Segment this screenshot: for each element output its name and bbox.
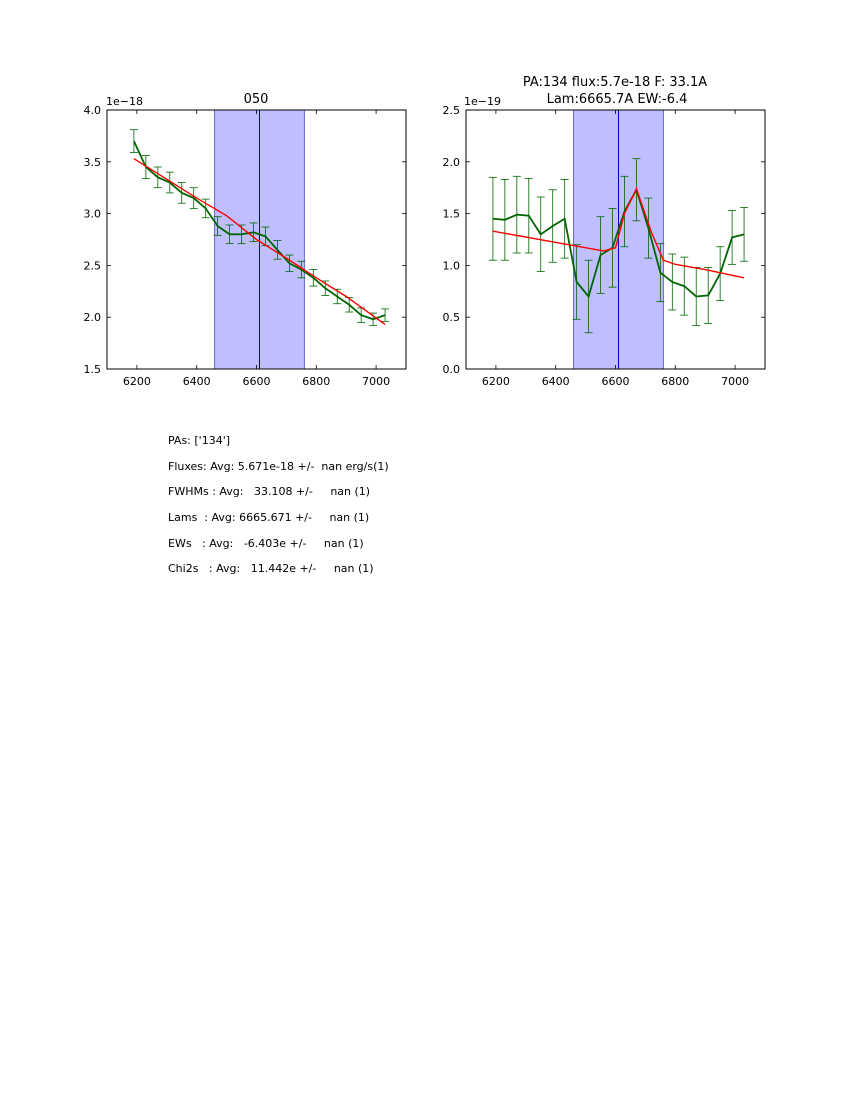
left-spectrum-plot: 050 1e−18 6200 6400 6600 6800 7000 1.5 2.0 2.5 3… [84, 92, 407, 388]
stat-chi2s: Chi2s : Avg: 11.442e +/- nan (1) [168, 562, 374, 576]
stat-fluxes: Fluxes: Avg: 5.671e-18 +/- nan erg/s(1) [168, 459, 389, 473]
stat-lams: Lams : Avg: 6665.671 +/- nan (1) [168, 511, 370, 525]
left-plot-offset-label: 1e−18 [106, 95, 143, 108]
y-tick-label: 4.0 [84, 104, 102, 117]
left-model-fit-line [133, 158, 386, 326]
right-data-series-line [492, 187, 745, 299]
y-tick-label: 0.0 [443, 363, 461, 376]
x-tick-label: 7000 [362, 375, 390, 388]
right-plot-title-line1: PA:134 flux:5.7e-18 F: 33.1A [523, 75, 707, 90]
y-tick-label: 2.5 [443, 104, 461, 117]
right-spectrum-plot: PA:134 flux:5.7e-18 F: 33.1A Lam:6665.7A… [443, 75, 766, 388]
stat-pas: PAs: ['134'] [168, 434, 231, 447]
x-tick-label: 6600 [243, 375, 271, 388]
x-tick-label: 7000 [721, 375, 749, 388]
x-tick-label: 6400 [183, 375, 211, 388]
right-plot-offset-label: 1e−19 [464, 95, 501, 108]
x-tick-label: 6600 [602, 375, 630, 388]
y-tick-label: 1.0 [443, 259, 461, 272]
y-tick-label: 1.5 [84, 363, 102, 376]
left-plot-title: 050 [244, 92, 269, 107]
x-tick-label: 6200 [482, 375, 510, 388]
right-plot-title-line2: Lam:6665.7A EW:-6.4 [547, 92, 688, 107]
stat-fwhms: FWHMs : Avg: 33.108 +/- nan (1) [168, 485, 371, 499]
stat-ews: EWs : Avg: -6.403e +/- nan (1) [168, 536, 364, 550]
y-tick-label: 2.0 [84, 311, 102, 324]
y-tick-label: 2.0 [443, 156, 461, 169]
y-tick-label: 0.5 [443, 311, 461, 324]
x-tick-label: 6800 [302, 375, 330, 388]
left-data-series-line [133, 140, 386, 321]
y-tick-label: 1.5 [443, 208, 461, 221]
right-model-fit-line [492, 186, 745, 279]
y-tick-label: 3.0 [84, 208, 102, 221]
x-tick-label: 6800 [661, 375, 689, 388]
fit-statistics: PAs: ['134'] Fluxes: Avg: 5.671e-18 +/- … [168, 434, 389, 588]
x-tick-label: 6400 [542, 375, 570, 388]
y-tick-label: 3.5 [84, 156, 102, 169]
x-tick-label: 6200 [123, 375, 151, 388]
y-tick-label: 2.5 [84, 259, 102, 272]
